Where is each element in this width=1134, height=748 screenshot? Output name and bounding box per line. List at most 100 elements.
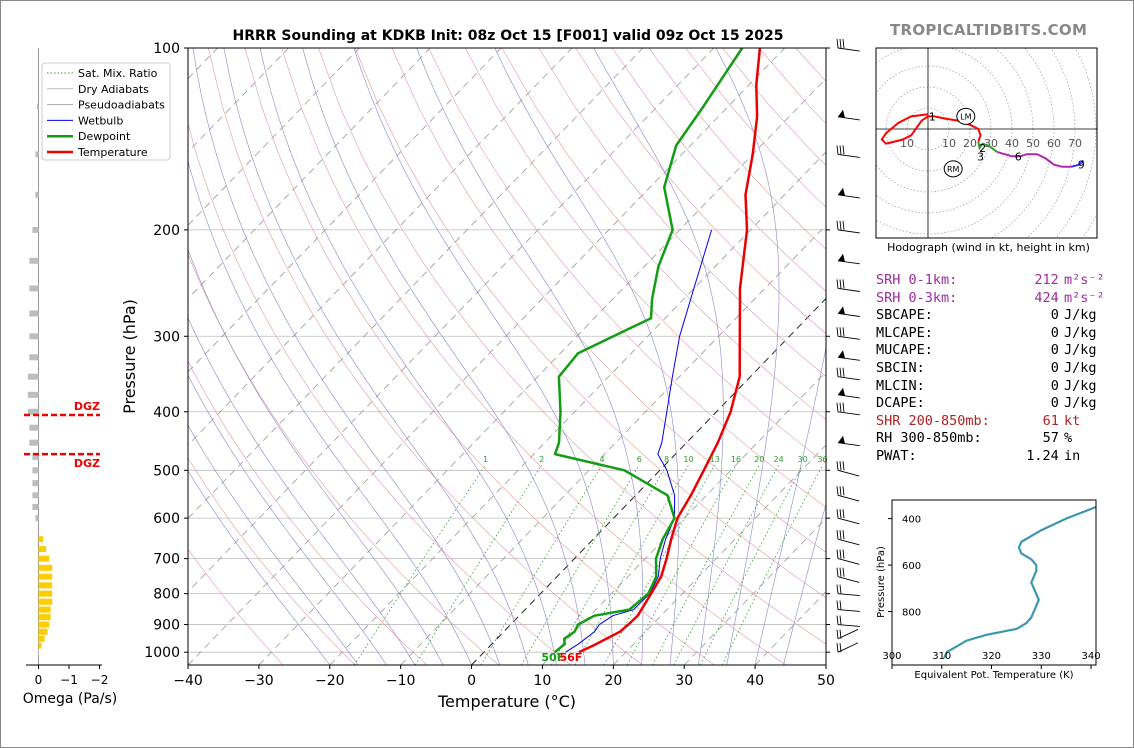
wind-barb-flag	[839, 38, 842, 49]
parameter-label: MLCIN:	[876, 377, 925, 394]
x-tick-label: −10	[386, 673, 416, 689]
wind-barb-staff	[837, 609, 860, 612]
wind-barb-flag	[839, 615, 842, 625]
dgz-label: DGZ	[74, 400, 100, 413]
wind-barb-staff	[837, 376, 860, 381]
wind-barb-flag	[839, 327, 842, 337]
parameter-unit: m²s⁻²	[1064, 272, 1105, 288]
isotherm-line	[188, 48, 785, 665]
wind-barb-staff	[837, 517, 860, 525]
hodograph-ring-label: 60	[1047, 137, 1061, 150]
parameter-label: PWAT:	[876, 448, 917, 464]
wind-barb-flag	[836, 530, 839, 540]
wind-barb-pennant	[838, 435, 845, 444]
wind-barb-staff	[837, 593, 860, 597]
omega-bar	[35, 191, 39, 198]
omega-bar	[36, 103, 39, 110]
omega-panel: 0 −1 −2 Omega (Pa/s) DGZ DGZ	[23, 48, 117, 707]
pseudoadiabat	[715, 48, 780, 665]
mixing-ratio-line	[480, 464, 603, 665]
dry-adiabat	[188, 122, 571, 665]
dry-adiabat	[188, 360, 428, 665]
theta-e-axes	[891, 499, 1097, 666]
dry-adiabat	[906, 48, 1134, 665]
parameter-value: 212	[1034, 272, 1059, 288]
wind-barb-staff	[837, 494, 860, 502]
mixing-ratio-label: 6	[637, 455, 642, 464]
x-tick-label: 0	[467, 673, 476, 689]
wind-barb-staff	[837, 194, 860, 199]
wind-barb-flag	[836, 509, 839, 519]
x-tick-label: 30	[675, 673, 693, 689]
wind-barb-flag	[836, 461, 839, 471]
wind-barb-flag	[836, 327, 839, 337]
wetbulb-line	[565, 229, 713, 653]
omega-bar	[32, 226, 39, 233]
dry-adiabat	[281, 48, 787, 665]
theta-e-x-tick-label: 310	[932, 651, 951, 662]
wind-barb-flag	[842, 509, 845, 519]
wind-barb-staff	[837, 411, 860, 416]
hodograph-height-label: 2	[979, 142, 986, 155]
omega-bar	[38, 573, 53, 580]
y-tick-label: 500	[153, 463, 180, 479]
wind-barb-pennant	[838, 187, 845, 196]
wind-barb-flag	[839, 549, 842, 559]
omega-bar	[38, 555, 50, 562]
mixing-ratio-line	[353, 464, 486, 665]
omega-bar	[32, 467, 39, 474]
hodograph-ring-label: 20	[963, 137, 977, 150]
dry-adiabat	[188, 457, 356, 665]
parameter-value: 61	[1042, 412, 1059, 429]
wind-barb-flag	[842, 327, 845, 337]
wind-barb-flag	[839, 486, 842, 496]
parameter-unit: J/kg	[1064, 342, 1097, 359]
omega-bar	[38, 621, 50, 628]
legend-label: Dry Adiabats	[78, 83, 149, 96]
wind-barb-flag	[839, 279, 842, 289]
omega-bar	[29, 285, 39, 292]
pseudoadiabat	[416, 48, 644, 665]
wind-barb-staff	[837, 287, 860, 292]
wind-barb-flag	[836, 402, 839, 412]
wind-barb-flag	[836, 145, 839, 155]
omega-bar	[32, 480, 39, 487]
omega-bar	[29, 257, 39, 264]
dry-adiabat	[501, 48, 826, 420]
mixing-ratio-line	[414, 464, 543, 665]
brand-watermark: TROPICALTIDBITS.COM	[890, 21, 1088, 39]
wind-barbs	[836, 38, 860, 653]
parameter-value: 424	[1034, 289, 1059, 306]
parameter-label: MLCAPE:	[876, 324, 933, 341]
omega-bar	[38, 606, 51, 613]
wind-barb-flag	[842, 567, 845, 577]
wind-barb-staff	[837, 229, 860, 234]
mixing-ratio-line	[574, 464, 689, 665]
wind-barb-staff	[837, 558, 860, 565]
wind-barb-flag	[836, 486, 839, 496]
parameter-unit: in	[1064, 448, 1081, 464]
wind-barb-flag	[842, 486, 845, 496]
parameter-value: 0	[1050, 307, 1059, 324]
dry-adiabat	[575, 48, 826, 335]
wind-barb-flag	[842, 402, 845, 412]
wind-barb-flag	[839, 145, 842, 155]
hodograph-trace	[1070, 159, 1085, 168]
parameter-label: SBCIN:	[876, 360, 925, 376]
wind-barb-flag	[836, 549, 839, 559]
theta-e-x-axis-label: Equivalent Pot. Temperature (K)	[914, 670, 1073, 681]
parameter-label: SRH 0-3km:	[876, 289, 958, 306]
y-tick-label: 900	[153, 618, 180, 634]
omega-bar	[35, 151, 39, 158]
dry-adiabat	[188, 548, 284, 665]
dry-adiabat	[244, 48, 715, 665]
omega-bar	[29, 424, 39, 431]
hodograph-trace	[880, 113, 982, 145]
y-tick-label: 300	[153, 329, 180, 345]
wind-barb-staff	[837, 642, 859, 653]
mixing-ratio-label: 20	[754, 455, 764, 464]
omega-x-tick-label: 0	[35, 673, 43, 687]
parameter-value: 1.24	[1026, 448, 1059, 464]
omega-bar	[38, 536, 44, 543]
dewpoint-line	[553, 48, 744, 654]
